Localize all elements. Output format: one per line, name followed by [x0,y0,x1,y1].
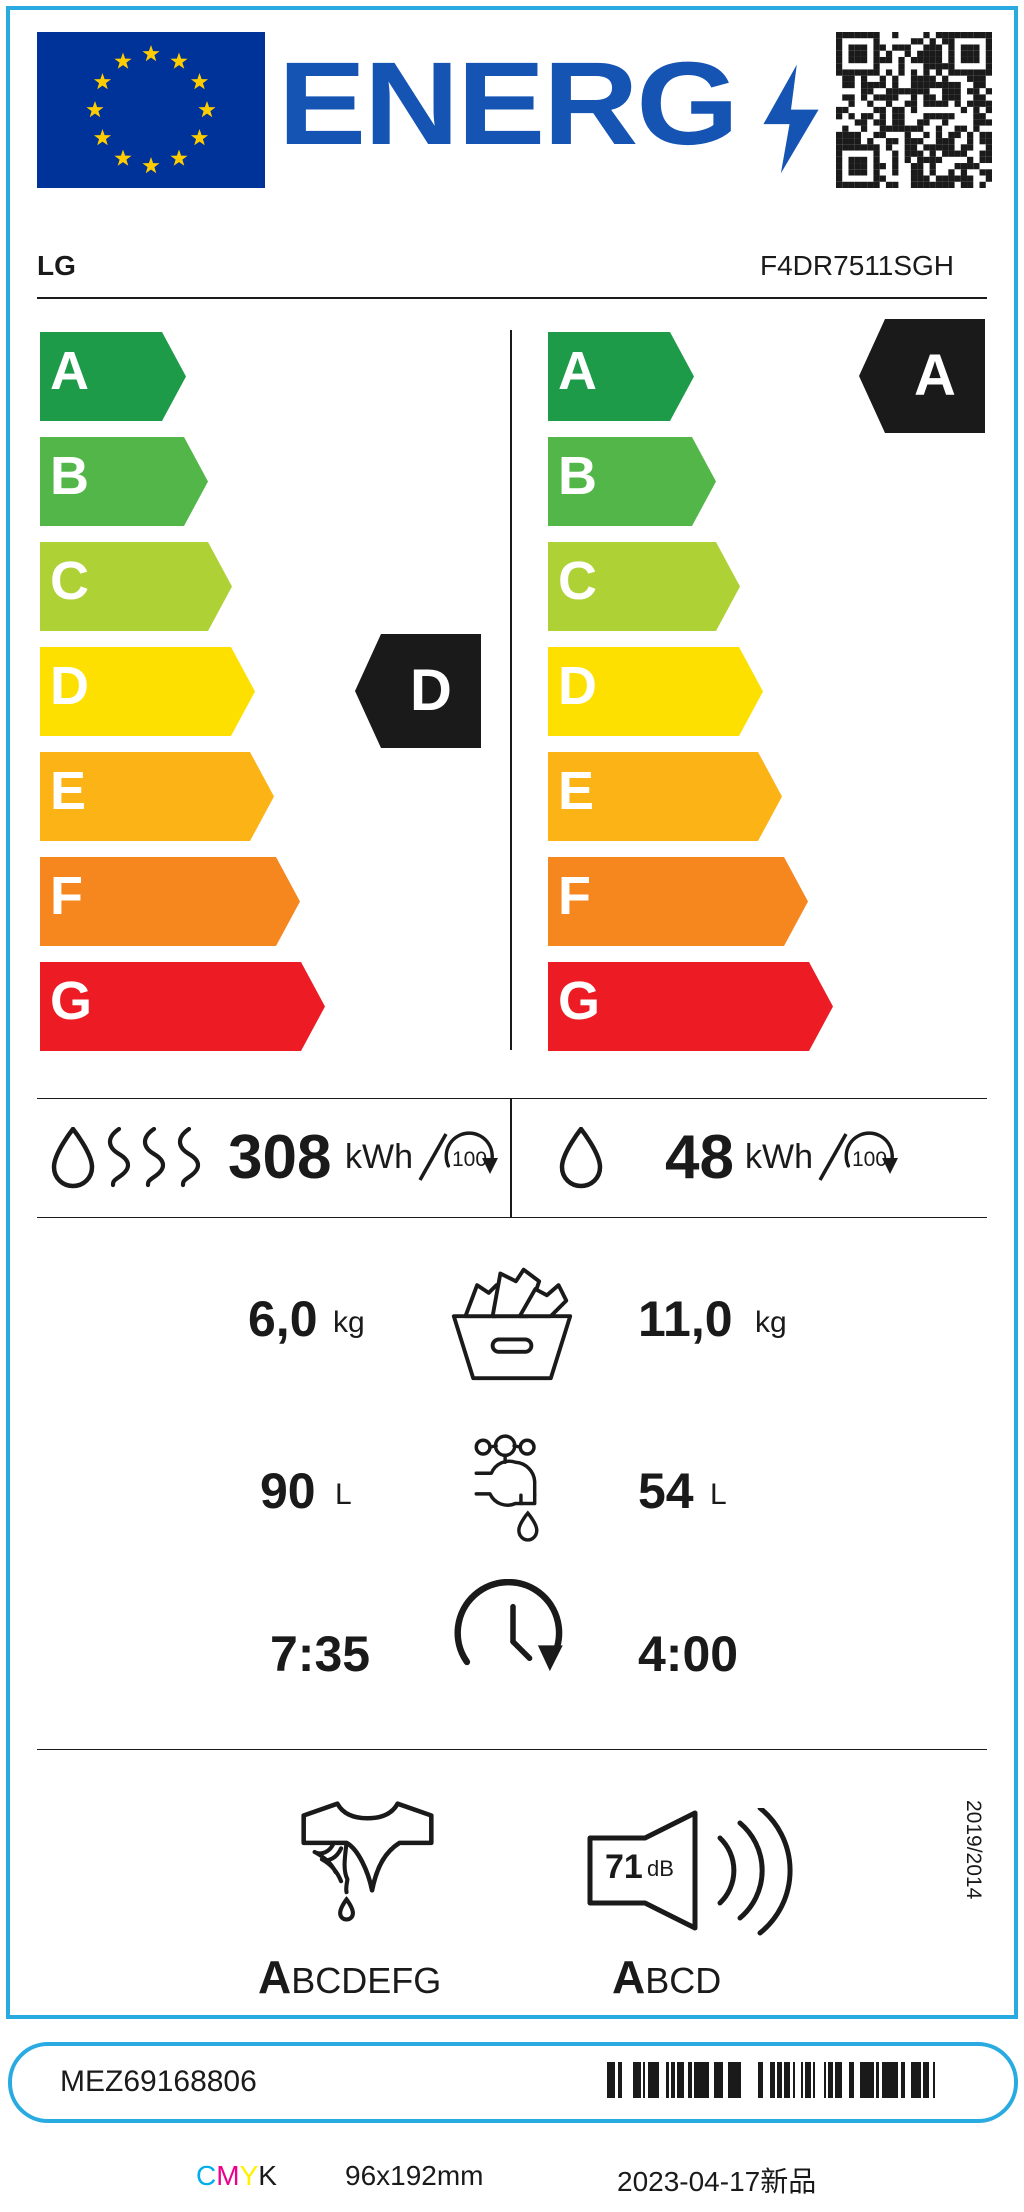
svg-text:71: 71 [605,1848,643,1886]
svg-text:dB: dB [647,1856,674,1881]
